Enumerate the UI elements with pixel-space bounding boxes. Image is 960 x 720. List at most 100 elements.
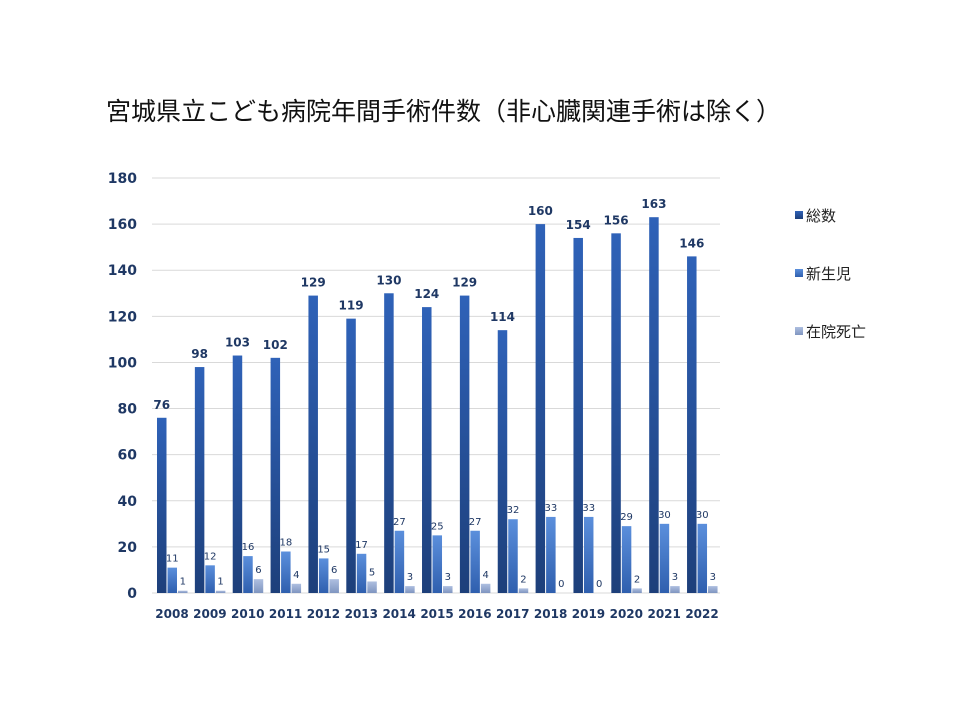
data-label: 33: [582, 503, 595, 514]
x-tick-label: 2018: [534, 607, 567, 621]
data-label: 76: [153, 398, 170, 412]
bar-newborn: [167, 567, 177, 593]
bar-death: [329, 579, 339, 593]
bar-death: [253, 579, 264, 593]
data-label: 4: [482, 570, 488, 581]
bar-newborn: [243, 556, 253, 593]
bar-newborn: [394, 530, 405, 593]
x-tick-label: 2013: [345, 607, 378, 621]
bar-newborn: [697, 523, 708, 593]
data-label: 32: [507, 505, 520, 516]
legend-swatch: [795, 327, 803, 335]
bar-newborn: [583, 516, 594, 593]
data-label: 30: [696, 510, 709, 521]
bar-total: [611, 233, 621, 594]
y-tick-label: 0: [127, 586, 137, 602]
data-label: 119: [339, 299, 364, 313]
data-label: 6: [255, 565, 261, 576]
x-tick-label: 2017: [496, 607, 529, 621]
legend-label: 総数: [806, 207, 836, 225]
data-label: 3: [710, 572, 716, 583]
bar-total: [232, 355, 243, 593]
bar-newborn: [318, 558, 329, 593]
bar-death: [632, 588, 642, 593]
data-label: 98: [191, 347, 208, 361]
data-label: 17: [355, 540, 368, 551]
bar-total: [157, 417, 167, 593]
x-tick-label: 2015: [420, 607, 453, 621]
bar-newborn: [432, 535, 443, 593]
x-tick-label: 2022: [685, 607, 718, 621]
data-label: 3: [445, 572, 451, 583]
data-label: 15: [317, 544, 330, 555]
y-tick-label: 20: [118, 540, 138, 556]
legend-label: 新生児: [806, 265, 851, 283]
data-label: 163: [641, 197, 666, 211]
data-label: 154: [566, 218, 591, 232]
x-tick-label: 2010: [231, 607, 264, 621]
y-tick-label: 60: [118, 448, 138, 464]
y-tick-label: 140: [108, 263, 137, 279]
data-label: 130: [376, 273, 401, 287]
bar-newborn: [508, 519, 518, 593]
data-label: 27: [469, 517, 482, 528]
x-tick-label: 2019: [572, 607, 605, 621]
data-label: 6: [331, 565, 337, 576]
bar-total: [535, 224, 546, 593]
bar-death: [178, 590, 188, 593]
bar-total: [308, 295, 318, 593]
bar-death: [518, 588, 529, 593]
bar-death: [405, 586, 415, 593]
data-label: 3: [407, 572, 413, 583]
data-label: 103: [225, 336, 250, 350]
bar-death: [480, 583, 491, 593]
y-tick-label: 180: [108, 171, 137, 187]
bar-newborn: [470, 530, 480, 593]
data-label: 12: [204, 551, 217, 562]
bar-total: [422, 307, 432, 593]
x-tick-label: 2016: [458, 607, 491, 621]
legend-label: 在院死亡: [806, 323, 866, 341]
x-axis-ticks: 2008 2009 2010 2011 2012 2013 2014 2015 2016 2017…: [155, 607, 718, 621]
bar-newborn: [546, 516, 556, 593]
data-label: 4: [293, 570, 299, 581]
data-label: 11: [166, 554, 179, 565]
chart-title: 宮城県立こども病院年間手術件数（非心臓関連手術は除く）: [106, 97, 782, 126]
bar-total: [497, 330, 508, 593]
bar-newborn: [621, 526, 632, 593]
x-tick-label: 2012: [307, 607, 340, 621]
data-label: 156: [604, 213, 629, 227]
bar-death: [443, 586, 453, 593]
bar-death: [215, 590, 226, 593]
bar-death: [708, 586, 718, 593]
bar-newborn: [205, 565, 215, 593]
bar-newborn: [356, 553, 367, 593]
data-label: 1: [180, 577, 186, 588]
data-label: 2: [520, 574, 526, 585]
data-label: 5: [369, 567, 375, 578]
data-label: 102: [263, 338, 288, 352]
bar-total: [649, 217, 659, 593]
bar-total: [270, 357, 281, 593]
bar-newborn: [659, 523, 670, 593]
y-tick-label: 120: [108, 309, 137, 325]
data-label: 114: [490, 310, 515, 324]
data-label: 29: [620, 512, 633, 523]
data-label: 129: [301, 276, 326, 290]
bar-death: [291, 583, 302, 593]
bar-total: [459, 295, 470, 593]
data-labels: 7611198121103166102184129156119175130273…: [153, 197, 716, 590]
y-axis-ticks: 0 20 40 60 80 100 120 140 160 180: [108, 171, 137, 602]
data-label: 30: [658, 510, 671, 521]
bars: [157, 217, 718, 594]
data-label: 146: [679, 236, 704, 250]
bar-total: [573, 237, 583, 593]
data-label: 160: [528, 204, 553, 218]
bar-total: [384, 293, 394, 593]
data-label: 27: [393, 517, 406, 528]
x-tick-label: 2009: [193, 607, 226, 621]
bar-death: [367, 581, 377, 593]
data-label: 16: [242, 542, 255, 553]
y-tick-label: 80: [118, 402, 138, 418]
